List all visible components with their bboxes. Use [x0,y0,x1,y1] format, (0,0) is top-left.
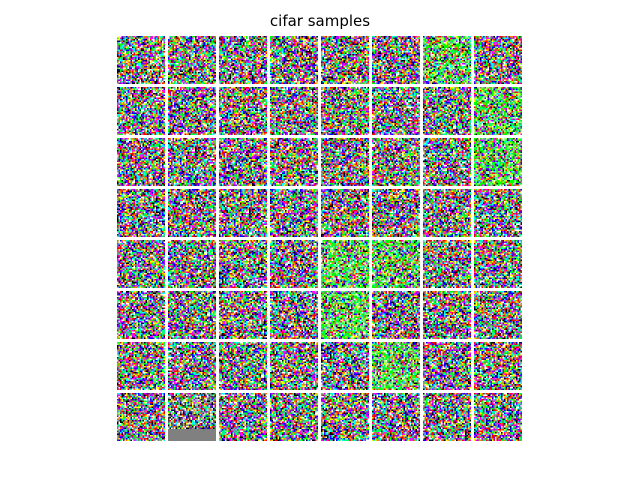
sample-tile [270,342,318,390]
sample-tile [423,240,471,288]
sample-tile [219,291,267,339]
image-sample-grid [116,35,524,441]
sample-tile [321,291,369,339]
sample-tile [270,291,318,339]
sample-tile [270,240,318,288]
sample-tile [219,138,267,186]
sample-tile [372,240,420,288]
sample-tile [270,189,318,237]
sample-tile [321,342,369,390]
sample-tile [219,342,267,390]
sample-tile [219,240,267,288]
sample-tile [117,87,165,135]
sample-tile [423,189,471,237]
sample-tile [219,393,267,441]
sample-tile [219,189,267,237]
sample-tile [270,87,318,135]
sample-tile [372,342,420,390]
sample-tile [423,138,471,186]
figure-title: cifar samples [269,12,371,30]
sample-tile [321,189,369,237]
sample-tile [168,189,216,237]
sample-tile [117,138,165,186]
sample-tile [168,393,216,441]
sample-tile [219,36,267,84]
sample-tile [117,189,165,237]
sample-tile [168,291,216,339]
sample-tile [321,393,369,441]
sample-tile [117,240,165,288]
sample-tile [474,240,522,288]
sample-tile [321,138,369,186]
sample-tile [372,138,420,186]
sample-tile [117,36,165,84]
sample-tile [321,87,369,135]
sample-tile [423,87,471,135]
sample-tile [117,342,165,390]
sample-tile [372,87,420,135]
sample-tile [474,291,522,339]
sample-tile [372,291,420,339]
sample-tile [168,342,216,390]
sample-tile [423,393,471,441]
sample-tile [474,36,522,84]
sample-tile [372,36,420,84]
sample-tile [117,291,165,339]
sample-tile [321,240,369,288]
sample-tile [270,138,318,186]
sample-tile [168,240,216,288]
sample-tile [270,36,318,84]
sample-tile [474,342,522,390]
sample-tile [372,189,420,237]
sample-tile [321,36,369,84]
sample-tile [219,87,267,135]
sample-tile [270,393,318,441]
sample-tile [474,393,522,441]
sample-tile [168,87,216,135]
sample-tile [423,291,471,339]
sample-tile [117,393,165,441]
sample-tile [372,393,420,441]
sample-tile [474,138,522,186]
sample-tile [168,36,216,84]
sample-tile [474,189,522,237]
sample-tile [423,342,471,390]
sample-tile [168,138,216,186]
sample-tile [474,87,522,135]
sample-tile [423,36,471,84]
